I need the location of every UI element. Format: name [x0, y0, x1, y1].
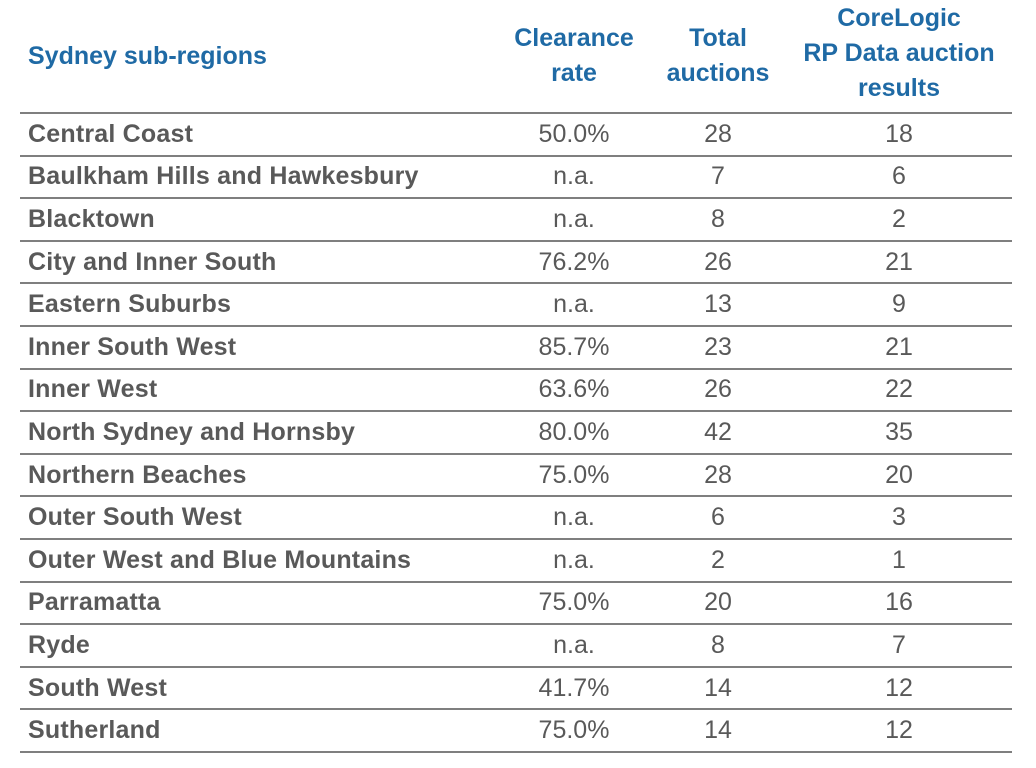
header-clearance-rate: Clearance rate — [498, 0, 650, 114]
corelogic-results-cell: 21 — [786, 240, 1012, 285]
auction-results-table: Sydney sub-regions Clearance rate Total … — [20, 0, 1012, 753]
corelogic-results-cell: 6 — [786, 155, 1012, 200]
total-auctions-cell: 23 — [650, 325, 786, 370]
region-cell: Central Coast — [20, 113, 498, 157]
total-auctions-cell: 8 — [650, 198, 786, 242]
table-row: North Sydney and Hornsby 80.0% 42 35 — [20, 411, 1012, 455]
region-cell: Baulkham Hills and Hawkesbury — [20, 155, 498, 200]
clearance-rate-cell: n.a. — [498, 198, 650, 242]
table-row: Eastern Suburbs n.a. 13 9 — [20, 283, 1012, 327]
clearance-rate-cell: 85.7% — [498, 325, 650, 370]
clearance-rate-cell: n.a. — [498, 283, 650, 327]
region-cell: South West — [20, 666, 498, 711]
header-region-label: Sydney sub-regions — [28, 41, 267, 70]
corelogic-results-cell: 9 — [786, 283, 1012, 327]
total-auctions-cell: 8 — [650, 624, 786, 668]
region-cell: City and Inner South — [20, 240, 498, 285]
region-cell: Inner West — [20, 368, 498, 413]
header-region: Sydney sub-regions — [20, 0, 498, 114]
clearance-rate-cell: 75.0% — [498, 581, 650, 626]
clearance-rate-cell: 50.0% — [498, 113, 650, 157]
region-cell: Outer South West — [20, 496, 498, 540]
region-cell: Parramatta — [20, 581, 498, 626]
total-auctions-cell: 42 — [650, 411, 786, 455]
total-auctions-cell: 13 — [650, 283, 786, 327]
region-cell: Outer West and Blue Mountains — [20, 538, 498, 583]
header-corelogic-line-1: CoreLogic — [837, 3, 961, 32]
clearance-rate-cell: n.a. — [498, 496, 650, 540]
table-body: Central Coast 50.0% 28 18 Baulkham Hills and… — [20, 113, 1012, 753]
total-auctions-cell: 26 — [650, 368, 786, 413]
corelogic-results-cell: 20 — [786, 453, 1012, 498]
corelogic-results-cell: 12 — [786, 666, 1012, 711]
corelogic-results-cell: 18 — [786, 113, 1012, 157]
total-auctions-cell: 7 — [650, 155, 786, 200]
clearance-rate-cell: 63.6% — [498, 368, 650, 413]
table-row: Inner South West 85.7% 23 21 — [20, 325, 1012, 370]
clearance-rate-cell: 41.7% — [498, 666, 650, 711]
header-row: Sydney sub-regions Clearance rate Total … — [20, 0, 1012, 114]
clearance-rate-cell: n.a. — [498, 624, 650, 668]
auction-results-panel: Sydney sub-regions Clearance rate Total … — [20, 0, 1012, 753]
table-row: Parramatta 75.0% 20 16 — [20, 581, 1012, 626]
total-auctions-cell: 28 — [650, 453, 786, 498]
header-corelogic-results: CoreLogic RP Data auction results — [786, 0, 1012, 114]
clearance-rate-cell: 80.0% — [498, 411, 650, 455]
corelogic-results-cell: 22 — [786, 368, 1012, 413]
header-total-line-2: auctions — [666, 59, 770, 87]
table-row: Outer South West n.a. 6 3 — [20, 496, 1012, 540]
total-auctions-cell: 6 — [650, 496, 786, 540]
header-total-line-1: Total — [689, 24, 747, 52]
table-row: South West 41.7% 14 12 — [20, 666, 1012, 711]
corelogic-results-cell: 1 — [786, 538, 1012, 583]
corelogic-results-cell: 12 — [786, 709, 1012, 753]
table-row: Northern Beaches 75.0% 28 20 — [20, 453, 1012, 498]
region-cell: Sutherland — [20, 709, 498, 753]
corelogic-results-cell: 3 — [786, 496, 1012, 540]
table-row: Outer West and Blue Mountains n.a. 2 1 — [20, 538, 1012, 583]
clearance-rate-cell: n.a. — [498, 538, 650, 583]
total-auctions-cell: 20 — [650, 581, 786, 626]
corelogic-results-cell: 16 — [786, 581, 1012, 626]
clearance-rate-cell: 76.2% — [498, 240, 650, 285]
region-cell: North Sydney and Hornsby — [20, 411, 498, 455]
region-cell: Ryde — [20, 624, 498, 668]
header-total-auctions: Total auctions — [650, 0, 786, 114]
table-row: Baulkham Hills and Hawkesbury n.a. 7 6 — [20, 155, 1012, 200]
corelogic-results-cell: 7 — [786, 624, 1012, 668]
total-auctions-cell: 14 — [650, 709, 786, 753]
table-row: City and Inner South 76.2% 26 21 — [20, 240, 1012, 285]
region-cell: Eastern Suburbs — [20, 283, 498, 327]
table-row: Ryde n.a. 8 7 — [20, 624, 1012, 668]
clearance-rate-cell: 75.0% — [498, 453, 650, 498]
header-corelogic-line-2: RP Data auction — [803, 38, 995, 67]
clearance-rate-cell: n.a. — [498, 155, 650, 200]
region-cell: Northern Beaches — [20, 453, 498, 498]
region-cell: Blacktown — [20, 198, 498, 242]
table-row: Central Coast 50.0% 28 18 — [20, 113, 1012, 157]
table-row: Sutherland 75.0% 14 12 — [20, 709, 1012, 753]
total-auctions-cell: 26 — [650, 240, 786, 285]
total-auctions-cell: 14 — [650, 666, 786, 711]
table-row: Inner West 63.6% 26 22 — [20, 368, 1012, 413]
corelogic-results-cell: 2 — [786, 198, 1012, 242]
corelogic-results-cell: 21 — [786, 325, 1012, 370]
total-auctions-cell: 28 — [650, 113, 786, 157]
total-auctions-cell: 2 — [650, 538, 786, 583]
clearance-rate-cell: 75.0% — [498, 709, 650, 753]
header-corelogic-line-3: results — [858, 73, 940, 102]
table-row: Blacktown n.a. 8 2 — [20, 198, 1012, 242]
corelogic-results-cell: 35 — [786, 411, 1012, 455]
header-clearance-line-2: rate — [551, 59, 597, 87]
region-cell: Inner South West — [20, 325, 498, 370]
header-clearance-line-1: Clearance — [514, 24, 634, 52]
table-header: Sydney sub-regions Clearance rate Total … — [20, 0, 1012, 114]
